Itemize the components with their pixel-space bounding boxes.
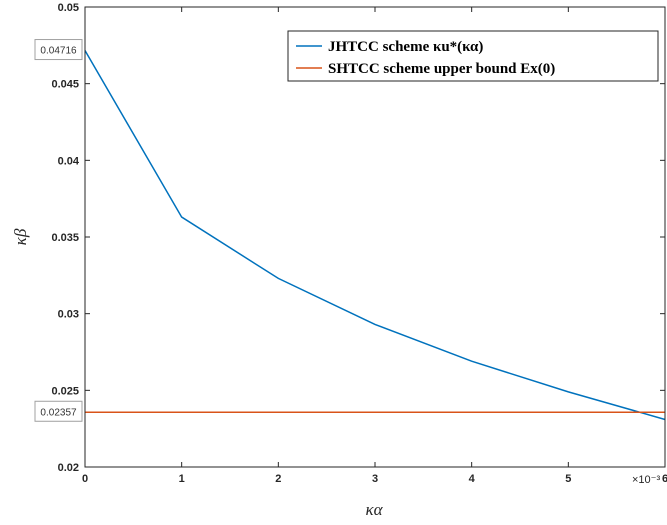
y-tick-label: 0.05	[58, 2, 79, 14]
datatip-label-1: 0.04716	[40, 46, 77, 57]
x-tick-label: 6	[662, 473, 667, 485]
y-tick-label: 0.035	[51, 232, 79, 244]
y-tick-label: 0.02	[58, 462, 79, 474]
y-tick-label: 0.045	[51, 79, 79, 91]
legend-label-1: JHTCC scheme κu*(κα)	[328, 39, 483, 55]
y-tick-label: 0.04	[58, 155, 80, 167]
datatip-box-2	[34, 400, 83, 422]
x-axis-exponent: ×10⁻³	[632, 474, 660, 486]
datatip-label-2: 0.02357	[40, 407, 77, 418]
datatips: 0.04716 0.02357	[34, 39, 83, 422]
tick-labels: 0 1 2 3 4 5 6 0.02 0.025 0.03 0.035 0.04 0.045 0.05	[51, 2, 667, 485]
legend-box	[287, 30, 659, 82]
x-tick-label: 5	[565, 473, 571, 485]
axes	[84, 6, 666, 468]
x-tick-label: 4	[469, 473, 476, 485]
y-tick-label: 0.025	[51, 385, 79, 397]
x-axis-label: κα	[365, 500, 383, 519]
plot-area	[85, 7, 665, 467]
x-tick-label: 3	[372, 473, 378, 485]
datatip-box-1	[34, 39, 83, 61]
x-tick-label: 1	[179, 473, 185, 485]
legend: JHTCC scheme κu*(κα) SHTCC scheme upper b…	[287, 30, 659, 82]
y-tick-label: 0.03	[58, 309, 79, 321]
x-tick-label: 0	[82, 473, 88, 485]
x-tick-label: 2	[275, 473, 281, 485]
legend-label-2: SHTCC scheme upper bound Ex(0)	[328, 61, 555, 77]
y-axis-label: κβ	[11, 228, 30, 245]
